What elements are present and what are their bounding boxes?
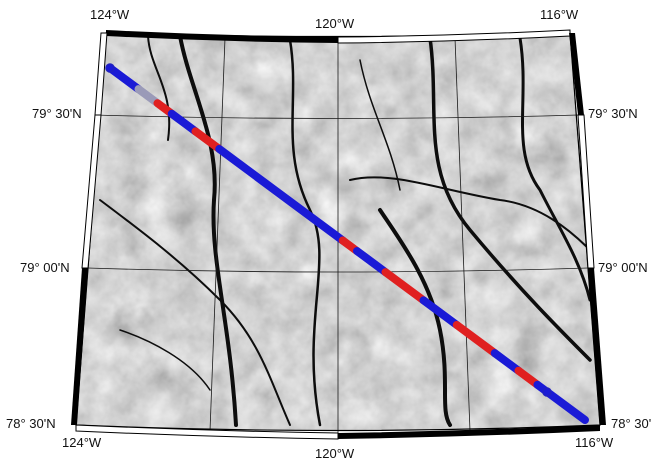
lon-label-124w-bottom: 124°W	[62, 435, 102, 450]
lead	[178, 34, 238, 427]
lat-label-79-00n-left: 79° 00'N	[20, 260, 70, 275]
meridian-118w	[454, 37, 471, 432]
lead	[119, 329, 211, 391]
lead	[349, 176, 591, 251]
lat-label-79-30n-left: 79° 30'N	[32, 106, 82, 121]
parallel-79-30n	[94, 114, 579, 119]
track	[105, 63, 589, 424]
lon-label-120w-top: 120°W	[315, 16, 355, 31]
track-marker	[542, 387, 552, 397]
lat-label-79-00n-right: 79° 00'N	[598, 260, 648, 275]
track-segment-red	[452, 320, 499, 358]
lat-label-78-30n-right: 78° 30'	[611, 416, 652, 431]
lead	[359, 59, 401, 191]
track-segment-blue	[490, 349, 523, 375]
lon-label-116w-top: 116°W	[540, 7, 579, 22]
lon-label-124w-top: 124°W	[90, 7, 130, 22]
leads	[99, 34, 592, 427]
track-start-marker	[105, 63, 115, 73]
frame-bottom-black	[338, 425, 600, 439]
frame-left-lower	[71, 268, 88, 425]
track-segment-blue	[419, 296, 461, 329]
lead	[288, 38, 322, 427]
lead	[428, 36, 592, 362]
frame-right-upper	[569, 33, 584, 115]
lat-label-78-30n-left: 78° 30'N	[6, 416, 56, 431]
track-segment-blue	[167, 109, 200, 136]
lead	[518, 36, 592, 302]
track-segment-blue	[353, 247, 390, 277]
track-segment-blue	[533, 380, 589, 424]
track-segment-red	[191, 127, 224, 153]
lon-label-116w-bottom: 116°W	[575, 435, 614, 450]
lead	[147, 35, 171, 141]
lat-label-79-30n-right: 79° 30'N	[588, 106, 638, 121]
frame-right-lower	[588, 268, 606, 425]
track-segment-red	[381, 268, 428, 305]
meridian-122w	[209, 37, 226, 432]
parallel-79-00n	[87, 267, 589, 273]
track-segment-blue	[106, 64, 143, 94]
lead	[99, 199, 291, 426]
lead	[378, 208, 452, 427]
map-frame	[71, 29, 606, 440]
frame-top-black	[106, 30, 338, 43]
track-segment-blue	[215, 144, 347, 245]
lon-label-120w-bottom: 120°W	[315, 446, 355, 461]
